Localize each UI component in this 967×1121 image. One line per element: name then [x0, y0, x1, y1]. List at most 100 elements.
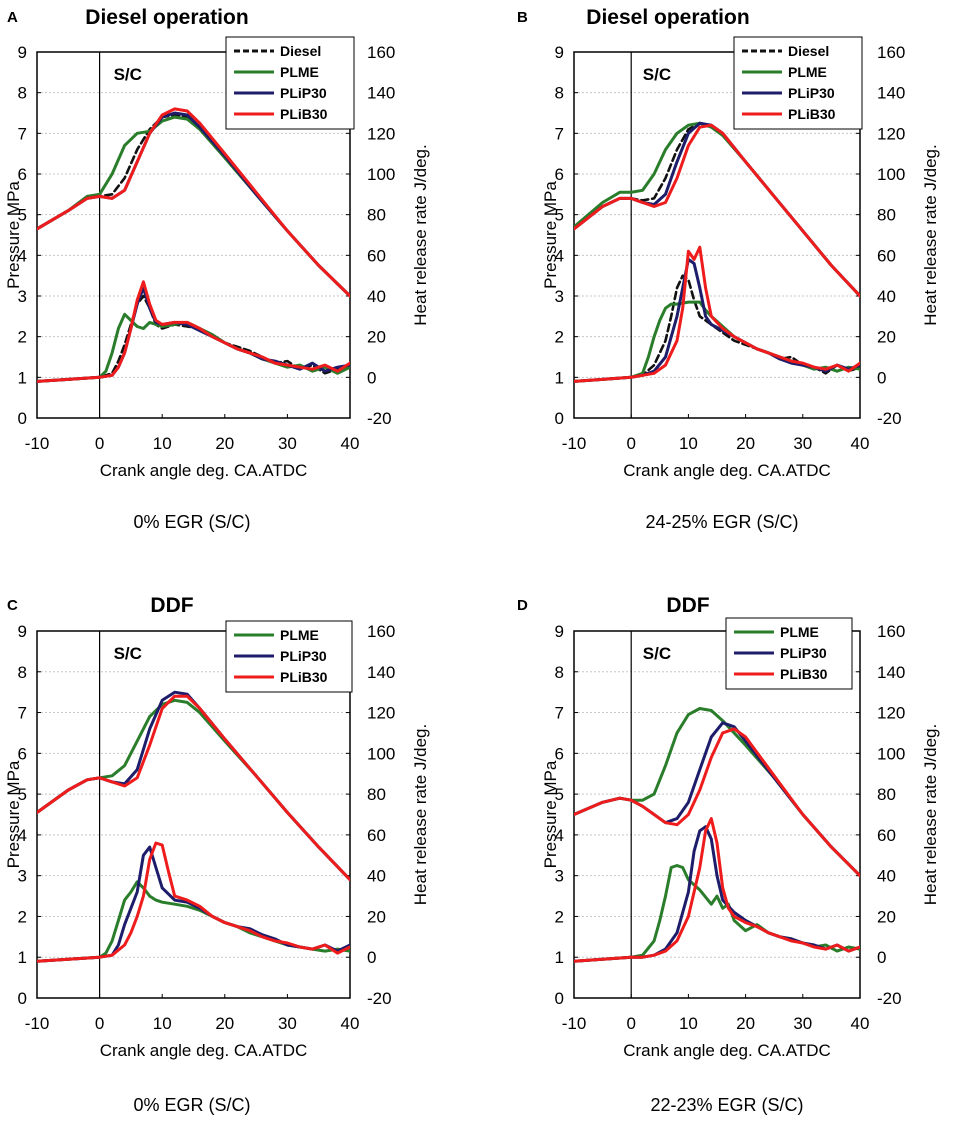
y2-tick-label: 100: [367, 165, 395, 184]
y2-axis-label: Heat release rate J/deg.: [411, 724, 430, 905]
y2-tick-label: 80: [877, 206, 896, 225]
x-axis-label: Crank angle deg. CA.ATDC: [623, 1041, 831, 1060]
x-tick-label: 20: [736, 1014, 755, 1033]
y-tick-label: 7: [18, 704, 27, 723]
panel-caption: 22-23% EGR (S/C): [650, 1095, 803, 1115]
x-tick-label: 10: [153, 434, 172, 453]
panel-b: B Diesel operation 0 1 2 3 4 5 6 7 8 9 -20 0 20 40 60 80 1…: [517, 6, 940, 532]
legend-label-plib30: PLiB30: [780, 666, 828, 682]
series-line-plib30-heat-release: [37, 280, 350, 383]
series-line-plib30-pressure: [574, 727, 860, 878]
y-tick-label: 9: [555, 43, 564, 62]
legend-label-plme: PLME: [788, 64, 827, 80]
series-line-plip30-pressure: [37, 111, 350, 298]
y2-tick-label: 60: [877, 826, 896, 845]
y2-tick-label: 140: [367, 84, 395, 103]
panel-d: D DDF0123456789-20020406080100120140160-1…: [517, 594, 940, 1115]
y-tick-label: 4: [18, 826, 27, 845]
y-tick-label: 7: [555, 124, 564, 143]
y-axis-label: Pressure MPa: [4, 181, 23, 289]
series-line-plib30-pressure: [37, 107, 350, 298]
legend-label-plip30: PLiP30: [280, 85, 327, 101]
y2-tick-label: 40: [367, 287, 386, 306]
x-tick-label: 0: [626, 1014, 635, 1033]
y-tick-label: 2: [555, 907, 564, 926]
panel-caption: 0% EGR (S/C): [133, 1095, 250, 1115]
x-tick-label: 40: [341, 434, 360, 453]
y2-tick-label: 120: [877, 124, 905, 143]
sc-annotation: S/C: [643, 644, 671, 663]
y-tick-label: 2: [555, 328, 564, 347]
legend: PLME PLiP30 PLiB30: [225, 620, 353, 693]
y-axis-label: Pressure MPa: [541, 181, 560, 289]
y-tick-label: 2: [18, 328, 27, 347]
x-tick-label: -10: [562, 434, 587, 453]
y2-tick-label: -20: [877, 409, 902, 428]
y-tick-label: 2: [18, 907, 27, 926]
y2-tick-label: -20: [877, 989, 902, 1008]
y-tick-label: 8: [18, 84, 27, 103]
x-tick-label: 30: [793, 1014, 812, 1033]
y2-tick-label: 140: [877, 84, 905, 103]
series-line-plib30-pressure: [37, 694, 350, 882]
plot-frame: [36, 630, 351, 999]
y2-tick-label: 80: [877, 785, 896, 804]
x-tick-label: 20: [736, 434, 755, 453]
legend-label-plme: PLME: [280, 627, 319, 643]
panel-caption: 0% EGR (S/C): [133, 512, 250, 532]
legend-label-plme: PLME: [280, 64, 319, 80]
y2-tick-label: 0: [367, 368, 376, 387]
x-tick-label: 10: [679, 434, 698, 453]
y2-tick-label: 120: [367, 704, 395, 723]
y-tick-label: 1: [18, 948, 27, 967]
y2-tick-label: 140: [367, 663, 395, 682]
plot-frame: [36, 51, 351, 419]
panel-letter: C: [7, 597, 18, 614]
y2-tick-label: 160: [367, 622, 395, 641]
panel-letter: B: [517, 9, 528, 26]
legend-label-plme: PLME: [780, 624, 819, 640]
y-tick-label: 5: [555, 206, 564, 225]
series-line-plib30-pressure: [574, 123, 860, 298]
series-line-plib30-heat-release: [574, 245, 860, 383]
y-tick-label: 6: [555, 165, 564, 184]
series-lines: [37, 107, 350, 383]
y-tick-label: 0: [18, 409, 27, 428]
y-tick-label: 0: [555, 989, 564, 1008]
legend-label-diesel: Diesel: [788, 43, 829, 59]
x-axis-label: Crank angle deg. CA.ATDC: [100, 461, 308, 480]
panel-a: A Diesel operation 0 1 2 3 4 5 6 7 8 9 -20 0 20 40 60 80 1…: [4, 6, 430, 532]
legend-label-diesel: Diesel: [280, 43, 321, 59]
y2-tick-label: 80: [367, 785, 386, 804]
legend-label-plib30: PLiB30: [280, 106, 328, 122]
y-tick-label: 3: [555, 287, 564, 306]
series-lines: [574, 121, 860, 383]
y2-tick-label: 120: [877, 704, 905, 723]
y-axis-label: Pressure MPa: [4, 760, 23, 868]
x-tick-label: 40: [341, 1014, 360, 1033]
x-axis-label: Crank angle deg. CA.ATDC: [623, 461, 831, 480]
y2-tick-label: 20: [877, 907, 896, 926]
y-tick-label: 1: [18, 368, 27, 387]
y2-tick-label: 20: [367, 328, 386, 347]
series-line-plip30-pressure: [37, 690, 350, 882]
y2-tick-label: 40: [877, 867, 896, 886]
legend: PLME PLiP30 PLiB30: [725, 617, 853, 690]
y-tick-label: 0: [18, 989, 27, 1008]
y-tick-label: 3: [18, 287, 27, 306]
series-line-plib30-heat-release: [37, 841, 350, 963]
y-tick-label: 5: [555, 785, 564, 804]
series-lines: [37, 690, 350, 963]
y2-tick-label: 60: [877, 246, 896, 265]
y-tick-label: 5: [18, 785, 27, 804]
series-lines: [574, 707, 860, 963]
x-axis-label: Crank angle deg. CA.ATDC: [100, 1041, 308, 1060]
y-tick-label: 9: [18, 622, 27, 641]
y-tick-label: 9: [18, 43, 27, 62]
y2-tick-label: 160: [367, 43, 395, 62]
y-tick-label: 7: [555, 704, 564, 723]
series-line-diesel-pressure: [574, 121, 860, 298]
y2-tick-label: 140: [877, 663, 905, 682]
x-tick-label: 30: [278, 434, 297, 453]
